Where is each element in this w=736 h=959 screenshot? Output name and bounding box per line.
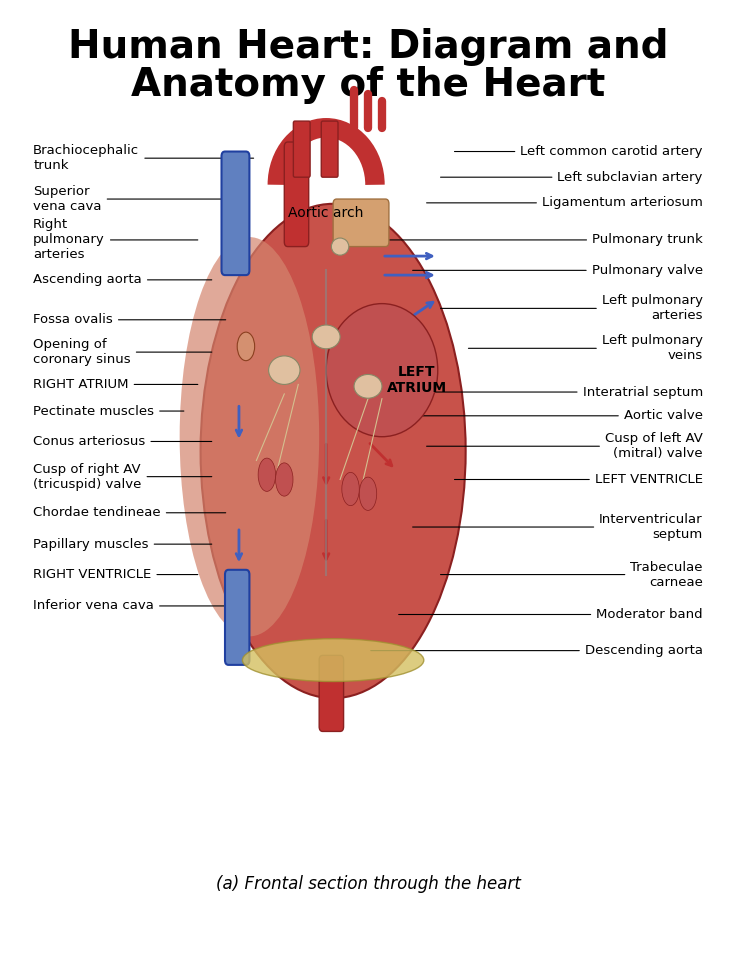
Text: (a) Frontal section through the heart: (a) Frontal section through the heart <box>216 875 520 893</box>
Text: LEFT VENTRICLE: LEFT VENTRICLE <box>455 473 703 486</box>
Text: Trabeculae
carneae: Trabeculae carneae <box>441 561 703 589</box>
Text: Opening of
coronary sinus: Opening of coronary sinus <box>33 339 212 366</box>
Text: Left subclavian artery: Left subclavian artery <box>441 171 703 184</box>
Text: Pulmonary valve: Pulmonary valve <box>413 264 703 277</box>
Text: Ascending aorta: Ascending aorta <box>33 273 212 287</box>
Ellipse shape <box>354 374 382 398</box>
Ellipse shape <box>237 332 255 361</box>
FancyBboxPatch shape <box>319 655 344 732</box>
Text: Cusp of left AV
(mitral) valve: Cusp of left AV (mitral) valve <box>427 433 703 460</box>
Text: Aortic valve: Aortic valve <box>413 409 703 422</box>
Text: Pulmonary trunk: Pulmonary trunk <box>385 233 703 246</box>
Ellipse shape <box>269 356 300 385</box>
Text: Brachiocephalic
trunk: Brachiocephalic trunk <box>33 144 254 173</box>
Ellipse shape <box>359 478 377 510</box>
Text: Left common carotid artery: Left common carotid artery <box>455 145 703 158</box>
FancyBboxPatch shape <box>225 570 250 665</box>
Text: Cusp of right AV
(tricuspid) valve: Cusp of right AV (tricuspid) valve <box>33 462 212 491</box>
Text: Left pulmonary
arteries: Left pulmonary arteries <box>441 294 703 322</box>
FancyBboxPatch shape <box>284 142 308 246</box>
FancyBboxPatch shape <box>294 121 310 177</box>
Ellipse shape <box>275 463 293 496</box>
Text: Inferior vena cava: Inferior vena cava <box>33 599 226 613</box>
Text: Moderator band: Moderator band <box>399 608 703 621</box>
FancyBboxPatch shape <box>222 152 250 275</box>
Text: Pectinate muscles: Pectinate muscles <box>33 405 184 417</box>
Ellipse shape <box>242 639 424 682</box>
Text: LEFT
ATRIUM: LEFT ATRIUM <box>386 364 447 395</box>
Text: Interventricular
septum: Interventricular septum <box>413 513 703 541</box>
Ellipse shape <box>201 204 466 698</box>
Text: Chordae tendineae: Chordae tendineae <box>33 506 226 519</box>
Text: Human Heart: Diagram and: Human Heart: Diagram and <box>68 28 668 66</box>
Text: Ligamentum arteriosum: Ligamentum arteriosum <box>427 197 703 209</box>
Text: Anatomy of the Heart: Anatomy of the Heart <box>131 66 605 104</box>
Ellipse shape <box>342 473 359 505</box>
Text: Conus arteriosus: Conus arteriosus <box>33 435 212 448</box>
Ellipse shape <box>312 325 340 349</box>
FancyBboxPatch shape <box>333 199 389 246</box>
Text: Papillary muscles: Papillary muscles <box>33 538 212 550</box>
Text: Fossa ovalis: Fossa ovalis <box>33 314 226 326</box>
FancyBboxPatch shape <box>321 121 338 177</box>
Text: RIGHT ATRIUM: RIGHT ATRIUM <box>33 378 198 391</box>
Ellipse shape <box>180 237 319 637</box>
Text: RIGHT VENTRICLE: RIGHT VENTRICLE <box>33 568 198 581</box>
Text: Descending aorta: Descending aorta <box>371 644 703 657</box>
Text: Interatrial septum: Interatrial septum <box>427 386 703 399</box>
Text: Left pulmonary
veins: Left pulmonary veins <box>468 335 703 363</box>
Ellipse shape <box>326 304 438 436</box>
Text: Aortic arch: Aortic arch <box>289 206 364 221</box>
Ellipse shape <box>331 238 349 255</box>
Ellipse shape <box>258 458 275 491</box>
Text: Right
pulmonary
arteries: Right pulmonary arteries <box>33 219 198 262</box>
Text: Superior
vena cava: Superior vena cava <box>33 185 226 213</box>
